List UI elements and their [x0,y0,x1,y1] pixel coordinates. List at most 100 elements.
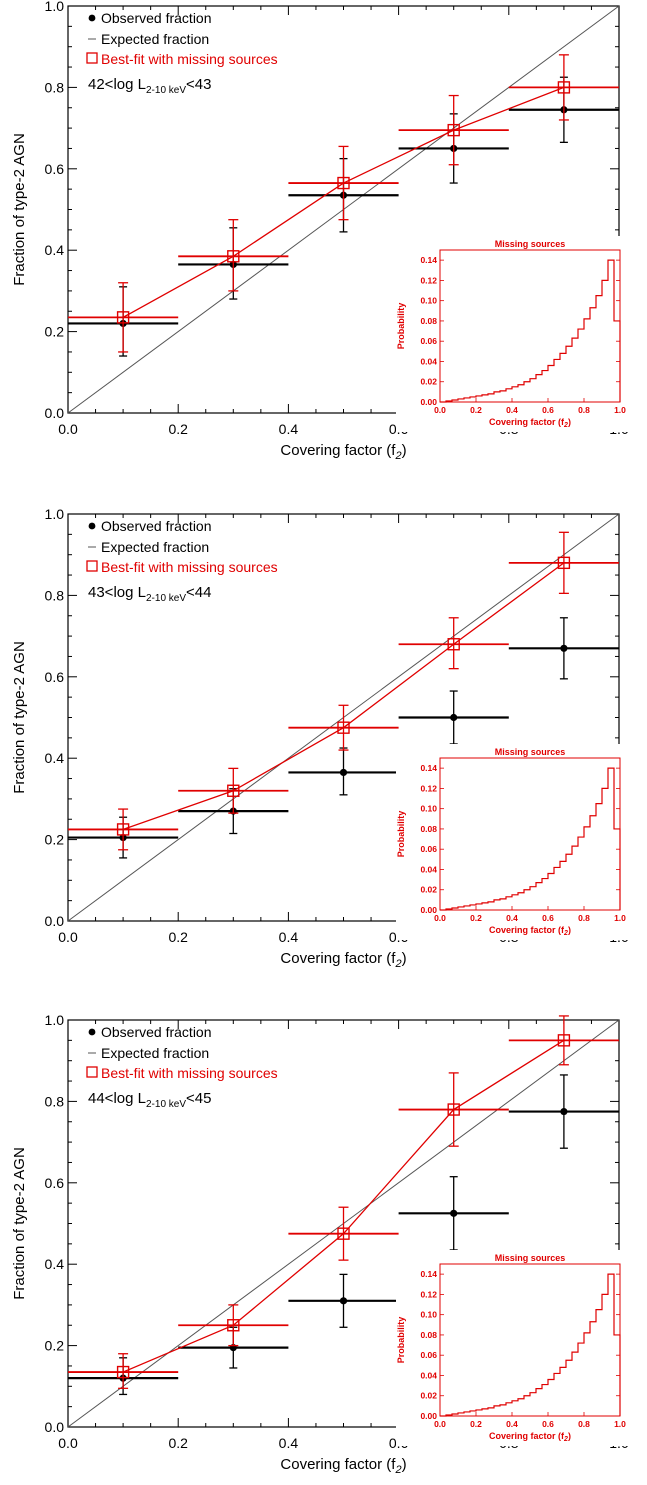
inset-histogram [440,259,621,403]
inset-y-axis-label: Probability [396,303,406,350]
inset-x-tick-label: 1.0 [614,405,626,415]
x-tick-label: 0.2 [168,929,188,945]
legend-bestfit-label: Best-fit with missing sources [101,1065,278,1081]
bestfit-marker [227,250,240,263]
inset-x-tick-label: 0.2 [470,913,482,923]
x-axis-label: Covering factor (f2) [280,950,406,970]
inset-y-tick-label: 0.08 [420,316,437,326]
x-axis-label: Covering factor (f2) [280,1456,406,1476]
bestfit-marker [227,784,240,797]
x-axis-label-close: ) [402,950,407,967]
y-tick-label: 1.0 [45,0,65,14]
inset-x-tick-label: 0.2 [470,1419,482,1429]
panel-label-prefix: 43<log L [88,584,146,601]
panel-label-sub: 2-10 keV [146,1099,186,1110]
legend-observed-marker [88,1028,96,1036]
inset-y-tick-label: 0.10 [420,804,437,814]
y-tick-label: 0.6 [45,161,65,177]
inset-missing-sources: Missing sources 0.0 0.2 0.4 0.6 0.8 1.0 0.00 0.0… [396,744,630,940]
inset-x-axis-label-close: ) [568,925,571,935]
inset-x-axis-label-sub: 2 [563,1436,568,1443]
x-axis-label-text: Covering factor (f [280,950,396,967]
x-axis-label: Covering factor (f2) [280,442,406,462]
inset-x-tick-label: 0.0 [434,913,446,923]
bestfit-marker [447,123,460,137]
y-tick-label: 0.0 [45,1419,65,1435]
y-axis-label: Fraction of type-2 AGN [11,1147,28,1300]
y-tick-label: 0.8 [45,1093,65,1109]
inset-y-tick-label: 0.02 [420,377,437,387]
inset-y-tick-label: 0.06 [420,336,437,346]
inset-y-tick-label: 0.14 [420,255,437,265]
y-tick-label: 0.4 [45,750,65,766]
bestfit-marker [557,1034,571,1047]
panel-3: 0.0 0.2 0.4 0.6 0.8 1.0 0.0 0.2 0.4 0.6 0.8 1.0 Cove… [11,1012,630,1476]
inset-x-axis-label: Covering factor (f2) [489,1431,571,1443]
x-tick-label: 0.0 [58,1435,78,1451]
y-tick-label: 0.2 [45,1338,65,1354]
inset-missing-sources: Missing sources 0.0 0.2 0.4 0.6 0.8 1.0 0.00 0.0… [396,1250,630,1446]
observed-marker [450,1209,458,1217]
y-tick-label: 0.0 [45,405,65,421]
bestfit-point [508,1015,619,1066]
x-tick-label: 0.2 [168,1435,188,1451]
inset-x-axis-label-text: Covering factor (f [489,925,565,935]
inset-x-tick-label: 0.8 [578,405,590,415]
inset-x-axis-label-close: ) [568,417,571,427]
legend-bestfit-marker [86,52,98,64]
observed-marker [450,713,458,722]
bestfit-point [288,704,399,751]
panel-2: 0.0 0.2 0.4 0.6 0.8 1.0 0.0 0.2 0.4 0.6 0.8 1.0 Cove… [11,506,630,970]
y-tick-label: 0.2 [45,324,65,340]
bestfit-marker [557,556,571,570]
bestfit-marker [116,1365,130,1379]
inset-y-tick-label: 0.14 [420,1269,437,1279]
bestfit-point [288,1206,399,1261]
x-tick-label: 0.4 [279,929,299,945]
inset-title: Missing sources [495,239,566,249]
panel-luminosity-label: 44<log L2-10 keV<45 [88,1090,211,1110]
x-tick-label: 0.0 [58,421,78,437]
panel-luminosity-label: 43<log L2-10 keV<44 [88,584,211,604]
x-tick-label: 0.4 [279,421,299,437]
inset-x-axis-label-close: ) [568,1431,571,1441]
inset-background [396,1250,630,1446]
bestfit-point [68,282,179,353]
panel-label-sub: 2-10 keV [146,85,186,96]
inset-x-axis-label-text: Covering factor (f [489,417,565,427]
bestfit-point [508,54,619,121]
x-axis-label-close: ) [402,1456,407,1473]
inset-x-axis-label-sub: 2 [563,422,568,429]
bestfit-marker [337,1227,350,1240]
bestfit-point [178,219,289,292]
legend-observed-label: Observed fraction [101,518,212,534]
legend: Observed fraction Expected fraction Best-f… [86,518,278,604]
inset-y-tick-label: 0.10 [420,1310,437,1320]
inset-x-tick-label: 1.0 [614,1419,626,1429]
inset-y-axis-label: Probability [396,1317,406,1364]
observed-point [398,1176,509,1251]
inset-background [396,236,630,432]
inset-x-tick-label: 0.8 [578,1419,590,1429]
y-tick-label: 0.6 [45,669,65,685]
inset-y-tick-label: 0.04 [420,864,437,874]
observed-marker [560,1107,568,1116]
panel-label-suffix: <43 [186,76,211,93]
inset-y-tick-label: 0.10 [420,296,437,306]
inset-y-tick-label: 0.12 [420,783,437,793]
inset-y-axis-label: Probability [396,811,406,858]
bestfit-point [398,1072,509,1147]
legend-bestfit-label: Best-fit with missing sources [101,51,278,67]
observed-point [398,690,509,745]
inset-x-tick-label: 0.6 [542,1419,554,1429]
bestfit-marker [337,176,350,190]
inset-y-tick-label: 0.08 [420,1330,437,1340]
legend-observed-marker [88,14,96,22]
y-axis-label: Fraction of type-2 AGN [11,641,28,794]
inset-y-tick-label: 0.06 [420,1350,437,1360]
inset-x-tick-label: 1.0 [614,913,626,923]
inset-histogram [440,1273,621,1417]
panel-1: 0.0 0.2 0.4 0.6 0.8 1.0 0.0 0.2 0.4 0.6 0.8 1.0 Cove… [11,0,630,462]
bestfit-marker [116,823,130,836]
legend-bestfit-marker [86,560,98,572]
